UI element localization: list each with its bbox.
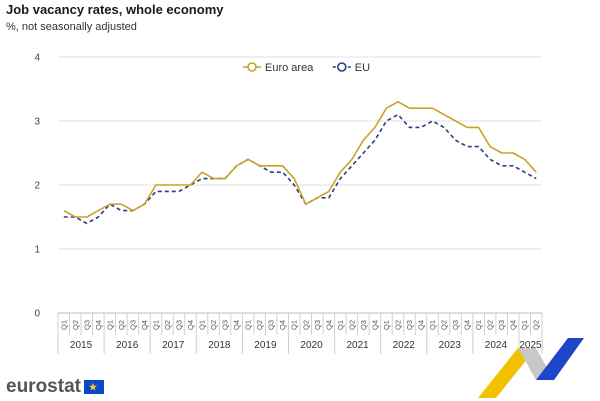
x-tick-label-quarter: Q4 [324,320,333,330]
x-tick-label-quarter: Q2 [532,320,541,330]
x-tick-label-quarter: Q3 [267,320,276,330]
chart-subtitle: %, not seasonally adjusted [6,21,137,33]
x-tick-label-quarter: Q2 [486,320,495,330]
series-lines [63,101,537,225]
x-tick-label-year: 2023 [439,340,462,351]
x-tick-label-quarter: Q1 [474,320,483,330]
x-tick-label-year: 2024 [485,340,508,351]
x-tick-label-quarter: Q2 [440,320,449,330]
x-tick-label-year: 2018 [208,340,231,351]
x-tick-label-year: 2020 [300,340,323,351]
x-tick-label-quarter: Q3 [405,320,414,330]
x-tick-label-quarter: Q2 [393,320,402,330]
x-tick-label-quarter: Q1 [382,320,391,330]
eurostat-logo-text: eurostat [6,376,81,397]
eurostat-logo: eurostat [6,376,104,398]
x-tick-label-year: 2022 [393,340,416,351]
series-line-euro-area [63,101,537,218]
x-tick-label-quarter: Q4 [278,320,287,330]
x-tick-label-quarter: Q2 [209,320,218,330]
x-tick-label-quarter: Q3 [497,320,506,330]
x-tick-label-quarter: Q3 [359,320,368,330]
x-tick-label-quarter: Q4 [232,320,241,330]
legend-marker-eu [336,62,347,72]
y-tick-label: 0 [34,309,40,320]
eurostat-decoration-graphic [478,338,584,398]
x-tick-label-year: 2021 [346,340,369,351]
x-tick-label-quarter: Q1 [520,320,529,330]
x-tick-label-quarter: Q3 [82,320,91,330]
x-tick-label-quarter: Q1 [290,320,299,330]
x-tick-label-quarter: Q3 [175,320,184,330]
x-tick-label-quarter: Q4 [509,320,518,330]
x-tick-label-quarter: Q1 [336,320,345,330]
chart-title: Job vacancy rates, whole economy [6,2,224,17]
x-tick-label-quarter: Q2 [71,320,80,330]
y-tick-label: 2 [34,181,40,192]
x-tick-label-quarter: Q4 [94,320,103,330]
x-tick-label-quarter: Q3 [221,320,230,330]
legend-marker-euro-area [247,62,257,72]
x-tick-label-year: 2017 [162,340,185,351]
x-tick-label-quarter: Q4 [417,320,426,330]
grid-lines: 0 1 2 3 4 [34,53,542,320]
eu-flag-icon [83,380,104,394]
y-tick-label: 4 [34,53,40,64]
x-tick-label-quarter: Q2 [301,320,310,330]
x-tick-label-quarter: Q4 [140,320,149,330]
x-tick-label-quarter: Q3 [451,320,460,330]
legend-label-eu: EU [355,62,370,74]
x-tick-label-quarter: Q1 [198,320,207,330]
x-tick-label-year: 2025 [519,340,542,351]
x-tick-label-quarter: Q2 [347,320,356,330]
legend-label-euro-area: Euro area [265,62,314,74]
y-tick-label: 1 [34,245,40,256]
y-tick-label: 3 [34,117,40,128]
x-tick-label-quarter: Q4 [463,320,472,330]
x-tick-label-quarter: Q4 [186,320,195,330]
series-line-eu [63,113,537,225]
x-tick-label-quarter: Q1 [105,320,114,330]
x-tick-label-quarter: Q1 [151,320,160,330]
x-tick-label-quarter: Q1 [428,320,437,330]
x-tick-label-quarter: Q2 [117,320,126,330]
x-tick-label-quarter: Q4 [370,320,379,330]
x-tick-label-year: 2015 [70,340,93,351]
x-tick-label-quarter: Q1 [59,320,68,330]
x-tick-label-quarter: Q3 [313,320,322,330]
x-tick-label-quarter: Q2 [255,320,264,330]
x-tick-label-quarter: Q2 [163,320,172,330]
x-tick-label-quarter: Q1 [244,320,253,330]
x-tick-label-year: 2016 [116,340,139,351]
x-tick-label-year: 2019 [254,340,277,351]
legend: Euro area EU [243,62,370,74]
x-tick-label-quarter: Q3 [128,320,137,330]
